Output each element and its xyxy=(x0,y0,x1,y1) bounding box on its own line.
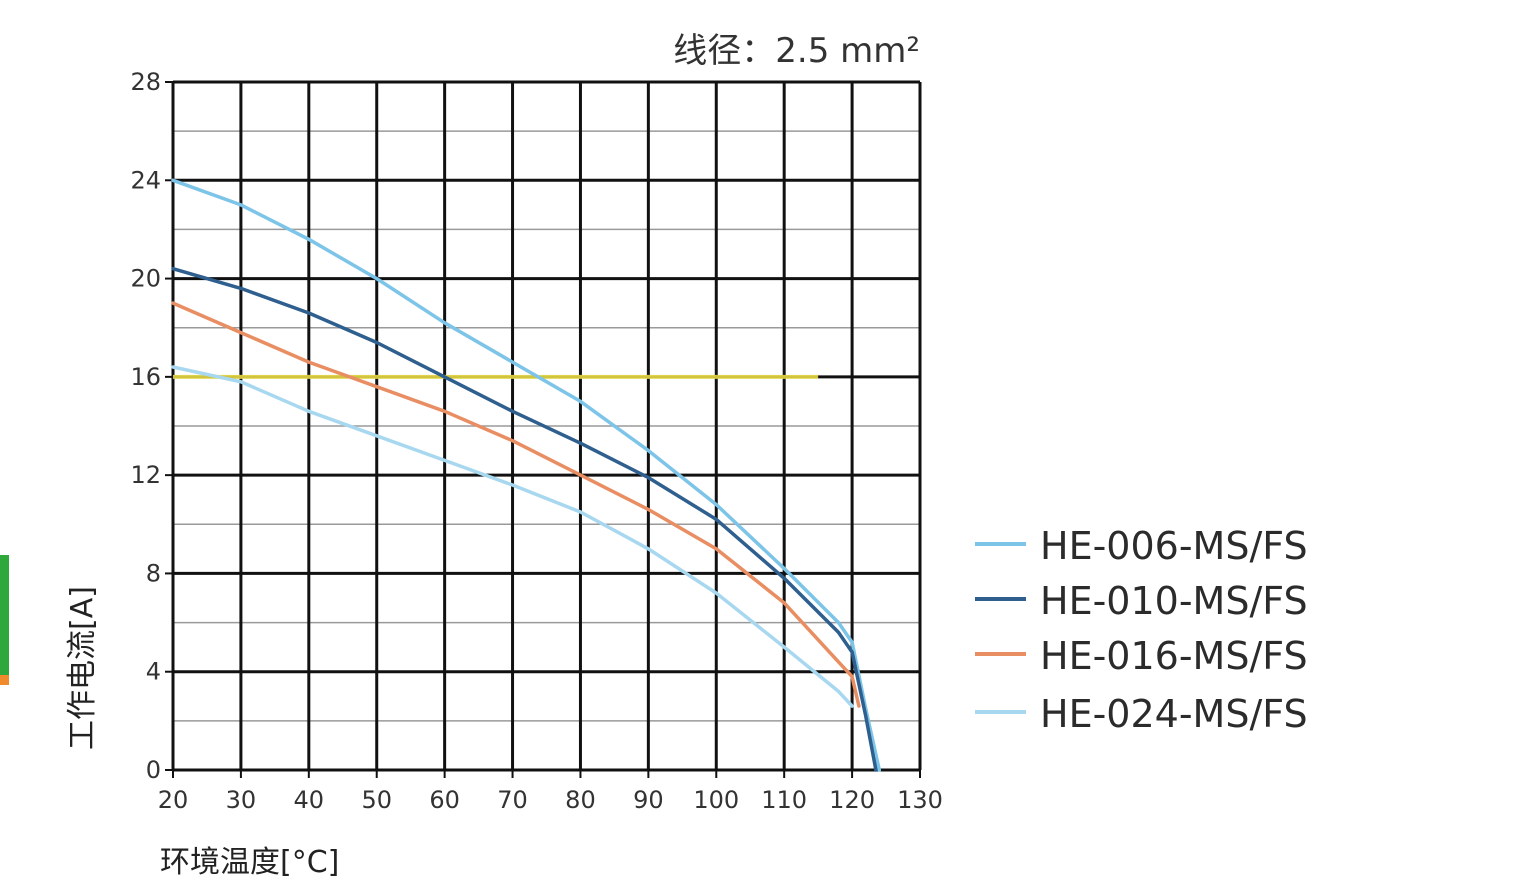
edge-green-mark xyxy=(0,555,9,675)
series-line-4 xyxy=(171,365,854,708)
x-tick-label: 130 xyxy=(897,786,943,814)
x-tick-label: 60 xyxy=(429,786,460,814)
legend: HE-006-MS/FS HE-010-MS/FS HE-016-MS/FS HE-0… xyxy=(975,524,1308,736)
x-tick-label: 20 xyxy=(158,786,189,814)
legend-label: HE-024-MS/FS xyxy=(1040,692,1308,736)
x-tick-label: 100 xyxy=(693,786,739,814)
edge-orange-mark xyxy=(0,675,9,685)
x-tick-label: 40 xyxy=(294,786,325,814)
series-line-2 xyxy=(171,266,878,772)
legend-label: HE-016-MS/FS xyxy=(1040,634,1308,678)
x-tick-label: 110 xyxy=(761,786,807,814)
x-tick-label: 90 xyxy=(633,786,664,814)
x-tick-label: 50 xyxy=(361,786,392,814)
y-axis-label: 工作电流[A] xyxy=(65,586,100,750)
y-tick-label: 16 xyxy=(130,363,161,391)
legend-label: HE-010-MS/FS xyxy=(1040,579,1308,623)
y-tick-label: 20 xyxy=(130,265,161,293)
y-tick-label: 8 xyxy=(146,559,161,587)
series-layer xyxy=(171,178,882,772)
x-tick-label: 30 xyxy=(226,786,257,814)
tick-labels: 0 4 8 12 16 20 24 28 20 30 40 50 60 70 80 90 100 110 120 13… xyxy=(130,68,942,814)
x-tick-label: 120 xyxy=(829,786,875,814)
legend-label: HE-006-MS/FS xyxy=(1040,524,1308,568)
y-tick-label: 12 xyxy=(130,461,161,489)
x-tick-label: 80 xyxy=(565,786,596,814)
y-tick-label: 4 xyxy=(146,658,161,686)
grid xyxy=(165,80,922,778)
y-tick-label: 0 xyxy=(146,756,161,784)
x-axis-label: 环境温度[°C] xyxy=(160,845,339,876)
y-tick-label: 28 xyxy=(130,68,161,96)
x-tick-label: 70 xyxy=(497,786,528,814)
y-tick-label: 24 xyxy=(130,166,161,194)
series-line-1 xyxy=(171,178,882,772)
series-line-3 xyxy=(171,301,861,708)
wire-gauge-annotation: 线径：2.5 mm² xyxy=(673,31,920,71)
